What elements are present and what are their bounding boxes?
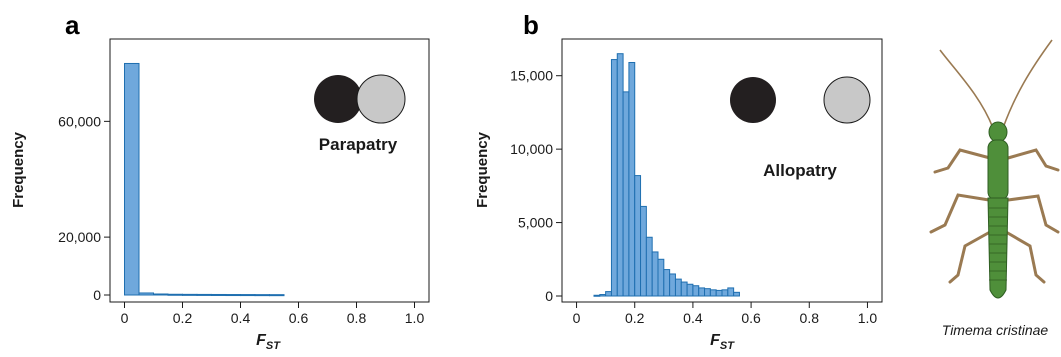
histogram-bar <box>674 278 682 297</box>
histogram-bar <box>657 258 665 297</box>
y-tick-label: 5,000 <box>518 215 553 231</box>
histogram-bar <box>225 294 241 297</box>
y-tick-label: 10,000 <box>510 141 553 157</box>
x-tick-label: 1.0 <box>858 310 878 326</box>
histogram-bar <box>628 61 636 297</box>
histogram-bar <box>651 251 659 297</box>
panel-a-letter: a <box>65 10 80 40</box>
panel-b-x-axis-ticks: 0 0.2 0.4 0.6 0.8 1.0 <box>573 302 878 326</box>
separated-circles-icon <box>730 76 871 124</box>
y-tick-label: 15,000 <box>510 68 553 84</box>
panel-a-x-axis-label-main: F <box>256 332 267 349</box>
panel-b-frame <box>561 38 883 303</box>
panel-a-x-axis-label-sub: ST <box>266 340 281 352</box>
histogram-bar <box>715 289 723 297</box>
insect-head <box>988 121 1008 143</box>
histogram-bar <box>704 288 711 297</box>
hind-left-leg <box>948 230 992 284</box>
overlapping-circles-icon <box>314 74 406 124</box>
right-antenna <box>1002 39 1053 129</box>
histogram-bar <box>680 281 688 297</box>
histogram-bar <box>269 294 285 297</box>
x-tick-label: 0.4 <box>231 310 251 326</box>
histogram-bar <box>692 285 700 297</box>
panel-a-bars <box>124 62 285 297</box>
histogram-bar <box>698 287 706 297</box>
histogram-bar <box>727 287 735 297</box>
insect-caption: Timema cristinae <box>942 322 1049 338</box>
dark-circle-icon <box>314 75 362 123</box>
histogram-bar <box>686 283 694 297</box>
panel-a-x-axis-label: FST <box>256 332 281 352</box>
panel-b-y-axis-ticks: 0 5,000 10,000 15,000 <box>510 68 562 304</box>
panel-b-y-axis-label: Frequency <box>474 131 491 208</box>
histogram-bar <box>211 293 227 296</box>
panel-b-x-axis-label-sub: ST <box>720 340 735 352</box>
x-tick-label: 0.6 <box>289 310 309 326</box>
y-tick-label: 0 <box>545 288 553 304</box>
histogram-bar <box>138 292 154 296</box>
front-left-leg <box>933 148 992 174</box>
insect-segments <box>989 207 1007 281</box>
histogram-bar <box>669 273 676 297</box>
histogram-bar <box>645 236 653 297</box>
x-tick-label: 1.0 <box>405 310 425 326</box>
x-tick-label: 0 <box>121 310 129 326</box>
insect-legs <box>929 148 1060 284</box>
histogram-bar <box>709 289 717 297</box>
histogram-bar <box>640 205 647 297</box>
histogram-bar <box>663 269 671 297</box>
histogram-bar <box>610 59 618 297</box>
histogram-bar <box>593 294 601 297</box>
x-tick-label: 0.2 <box>173 310 193 326</box>
histogram-bar <box>124 62 140 296</box>
stick-insect-illustration: Timema cristinae <box>929 39 1060 338</box>
panel-a-annotation: Parapatry <box>319 135 398 154</box>
histogram-bar <box>599 294 607 297</box>
histogram-bar <box>622 91 630 297</box>
y-tick-label: 20,000 <box>58 229 101 245</box>
y-tick-label: 0 <box>93 287 101 303</box>
panel-a-frame <box>109 38 430 303</box>
y-tick-label: 60,000 <box>58 113 101 129</box>
panel-b-histogram: b 0 0.2 0.4 0.6 0.8 1.0 0 5,000 10,000 15,000 Fr… <box>474 10 883 352</box>
histogram-bar <box>733 291 740 297</box>
panel-b-bars <box>593 53 740 297</box>
x-tick-label: 0.8 <box>347 310 367 326</box>
histogram-bar <box>196 293 212 296</box>
histogram-bar <box>254 294 270 297</box>
panel-a-x-axis-ticks: 0 0.2 0.4 0.6 0.8 1.0 <box>121 302 425 326</box>
left-antenna <box>939 49 994 129</box>
x-tick-label: 0.8 <box>800 310 820 326</box>
histogram-bar <box>167 293 183 296</box>
light-circle-icon <box>356 74 406 124</box>
panel-b-x-axis-label-main: F <box>710 332 721 349</box>
panel-b-annotation: Allopatry <box>763 161 837 180</box>
histogram-bar <box>721 289 729 297</box>
mid-left-leg <box>929 193 991 234</box>
panel-a-histogram: a 0 0.2 0.4 0.6 0.8 1.0 0 20,000 60,000 Frequen… <box>10 10 430 352</box>
front-right-leg <box>1006 148 1060 172</box>
panel-a-y-axis-ticks: 0 20,000 60,000 <box>58 113 110 303</box>
dark-circle-icon <box>730 77 776 123</box>
mid-right-leg <box>1006 194 1060 234</box>
histogram-bar <box>182 293 198 296</box>
x-tick-label: 0.2 <box>625 310 645 326</box>
light-circle-icon <box>823 76 871 124</box>
x-tick-label: 0.6 <box>741 310 761 326</box>
panel-a-y-axis-label: Frequency <box>10 131 27 208</box>
histogram-bar <box>240 294 256 297</box>
histogram-bar <box>634 175 642 297</box>
panel-b-letter: b <box>523 10 539 40</box>
histogram-bar <box>616 53 624 297</box>
x-tick-label: 0 <box>573 310 581 326</box>
histogram-bar <box>605 291 612 297</box>
panel-b-x-axis-label: FST <box>710 332 735 352</box>
histogram-bar <box>153 293 169 296</box>
insect-thorax <box>987 139 1009 201</box>
x-tick-label: 0.4 <box>683 310 703 326</box>
hind-right-leg <box>1004 230 1046 284</box>
insect-abdomen <box>987 197 1009 299</box>
